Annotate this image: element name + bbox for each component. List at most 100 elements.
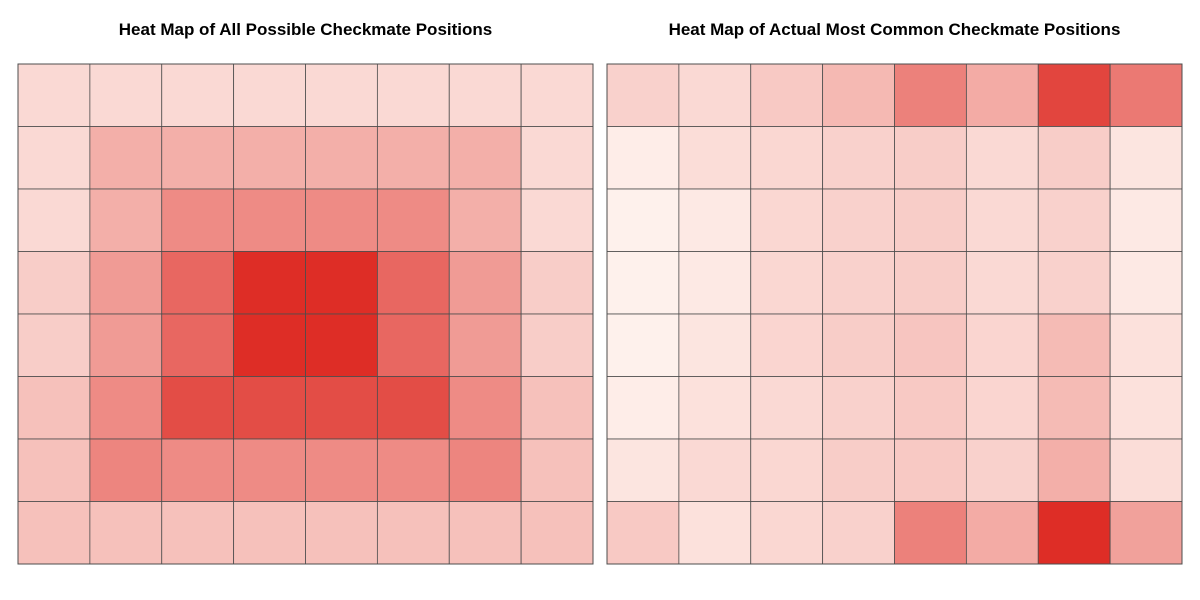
- heatmap-cell-r5-c6: [965, 313, 1039, 377]
- heatmap-cell-r8-c6: [376, 501, 450, 565]
- heatmap-cell-r3-c4: [233, 188, 306, 252]
- heatmap-cell-r8-c1: [606, 501, 680, 565]
- heatmap-cell-r3-c3: [161, 188, 235, 252]
- heatmap-cell-r7-c1: [17, 438, 91, 502]
- heatmap-cell-r6-c1: [606, 376, 680, 440]
- heatmap-cell-r7-c4: [233, 438, 306, 502]
- heatmap-cell-r6-c2: [89, 376, 163, 440]
- heatmap-cell-r2-c6: [376, 126, 450, 190]
- heatmap-cell-r5-c5: [305, 313, 378, 377]
- heatmap-cell-r7-c6: [965, 438, 1039, 502]
- heatmap-cell-r2-c7: [448, 126, 522, 190]
- heatmap-cell-r6-c6: [965, 376, 1039, 440]
- heatmap-cell-r5-c4: [822, 313, 895, 377]
- heatmap-cell-r7-c2: [678, 438, 752, 502]
- heatmap-cell-r1-c8: [520, 63, 594, 127]
- heatmap-border: [606, 63, 1183, 565]
- heatmap-cell-r8-c2: [678, 501, 752, 565]
- heatmap-cell-r1-c6: [376, 63, 450, 127]
- heatmap-cell-r8-c2: [89, 501, 163, 565]
- heatmap-border: [17, 63, 594, 565]
- heatmap-cell-r5-c8: [1109, 313, 1183, 377]
- heatmap-actual-common: [606, 63, 1183, 565]
- heatmap-cell-r4-c5: [305, 251, 378, 315]
- heatmap-cell-r6-c4: [822, 376, 895, 440]
- heatmap-cell-r2-c7: [1037, 126, 1111, 190]
- heatmap-cell-r3-c6: [376, 188, 450, 252]
- heatmap-cell-r3-c1: [606, 188, 680, 252]
- heatmap-cell-r1-c7: [1037, 63, 1111, 127]
- heatmap-cell-r3-c8: [520, 188, 594, 252]
- heatmap-cell-r4-c3: [750, 251, 824, 315]
- heatmap-cell-r8-c5: [305, 501, 378, 565]
- heatmap-cell-r7-c8: [520, 438, 594, 502]
- heatmap-cell-r6-c3: [750, 376, 824, 440]
- heatmap-cell-r6-c1: [17, 376, 91, 440]
- heatmap-cell-r8-c7: [1037, 501, 1111, 565]
- chart-title-actual-common: Heat Map of Actual Most Common Checkmate…: [668, 20, 1121, 39]
- heatmap-cell-r4-c7: [448, 251, 522, 315]
- heatmap-cell-r3-c7: [1037, 188, 1111, 252]
- heatmap-cell-r8-c4: [233, 501, 306, 565]
- heatmap-cell-r5-c2: [678, 313, 752, 377]
- heatmap-cell-r6-c5: [894, 376, 967, 440]
- heatmap-cell-r1-c2: [678, 63, 752, 127]
- heatmap-cell-r8-c7: [448, 501, 522, 565]
- heatmap-cell-r1-c3: [161, 63, 235, 127]
- heatmap-cell-r3-c5: [305, 188, 378, 252]
- heatmap-cell-r8-c3: [161, 501, 235, 565]
- heatmap-cell-r5-c3: [161, 313, 235, 377]
- heatmap-cell-r2-c5: [894, 126, 967, 190]
- heatmap-all-possible: [17, 63, 594, 565]
- heatmap-cell-r3-c6: [965, 188, 1039, 252]
- heatmap-cell-r8-c4: [822, 501, 895, 565]
- heatmap-cell-r7-c6: [376, 438, 450, 502]
- heatmap-cell-r5-c7: [1037, 313, 1111, 377]
- heatmap-cell-r2-c2: [89, 126, 163, 190]
- heatmap-cell-r1-c1: [606, 63, 680, 127]
- heatmap-cell-r2-c6: [965, 126, 1039, 190]
- heatmap-cell-r4-c4: [233, 251, 306, 315]
- heatmap-cell-r4-c5: [894, 251, 967, 315]
- heatmap-cell-r2-c3: [161, 126, 235, 190]
- heatmap-cell-r6-c6: [376, 376, 450, 440]
- heatmap-cell-r6-c8: [1109, 376, 1183, 440]
- heatmap-cell-r4-c8: [1109, 251, 1183, 315]
- heatmap-cell-r3-c5: [894, 188, 967, 252]
- heatmap-cell-r1-c6: [965, 63, 1039, 127]
- heatmap-cell-r7-c3: [750, 438, 824, 502]
- heatmap-cell-r4-c3: [161, 251, 235, 315]
- heatmap-cell-r6-c3: [161, 376, 235, 440]
- heatmap-cell-r8-c8: [1109, 501, 1183, 565]
- heatmap-cell-r7-c5: [305, 438, 378, 502]
- heatmap-cell-r4-c8: [520, 251, 594, 315]
- heatmap-cell-r8-c1: [17, 501, 91, 565]
- heatmap-cell-r8-c8: [520, 501, 594, 565]
- heatmap-cell-r6-c7: [1037, 376, 1111, 440]
- heatmap-cell-r7-c5: [894, 438, 967, 502]
- heatmap-cell-r3-c2: [89, 188, 163, 252]
- heatmap-cell-r3-c7: [448, 188, 522, 252]
- heatmap-cell-r1-c1: [17, 63, 91, 127]
- heatmap-cell-r4-c2: [678, 251, 752, 315]
- heatmap-cell-r7-c7: [448, 438, 522, 502]
- heatmap-cell-r3-c1: [17, 188, 91, 252]
- heatmap-cell-r2-c8: [520, 126, 594, 190]
- heatmap-cell-r4-c7: [1037, 251, 1111, 315]
- heatmap-cell-r5-c1: [606, 313, 680, 377]
- heatmap-cell-r2-c4: [822, 126, 895, 190]
- heatmap-cell-r4-c6: [376, 251, 450, 315]
- heatmap-cell-r2-c8: [1109, 126, 1183, 190]
- heatmap-cell-r2-c1: [17, 126, 91, 190]
- heatmap-cell-r7-c8: [1109, 438, 1183, 502]
- heatmap-cell-r3-c4: [822, 188, 895, 252]
- heatmap-cell-r7-c7: [1037, 438, 1111, 502]
- heatmap-cell-r6-c5: [305, 376, 378, 440]
- heatmap-cell-r5-c1: [17, 313, 91, 377]
- heatmap-cell-r1-c7: [448, 63, 522, 127]
- heatmap-cell-r4-c2: [89, 251, 163, 315]
- heatmap-cell-r7-c4: [822, 438, 895, 502]
- heatmap-cell-r5-c3: [750, 313, 824, 377]
- heatmap-cell-r1-c8: [1109, 63, 1183, 127]
